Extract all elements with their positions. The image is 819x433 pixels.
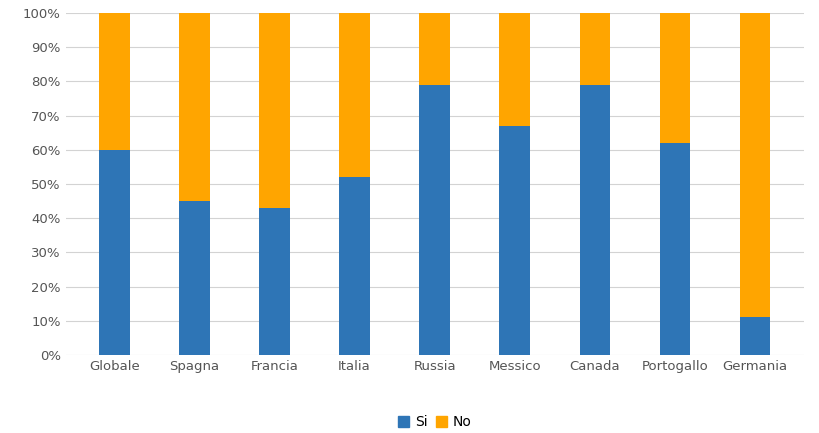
Bar [259, 208, 289, 355]
Bar [339, 177, 369, 355]
Bar [579, 85, 609, 355]
Bar [419, 13, 450, 85]
Bar [179, 201, 210, 355]
Bar [739, 317, 769, 355]
Bar [99, 150, 129, 355]
Bar [739, 13, 769, 317]
Legend: Si, No: Si, No [392, 410, 476, 433]
Bar [658, 143, 689, 355]
Bar [658, 13, 689, 143]
Bar [499, 13, 529, 126]
Bar [499, 126, 529, 355]
Bar [339, 13, 369, 177]
Bar [99, 13, 129, 150]
Bar [419, 85, 450, 355]
Bar [179, 13, 210, 201]
Bar [259, 13, 289, 208]
Bar [579, 13, 609, 85]
